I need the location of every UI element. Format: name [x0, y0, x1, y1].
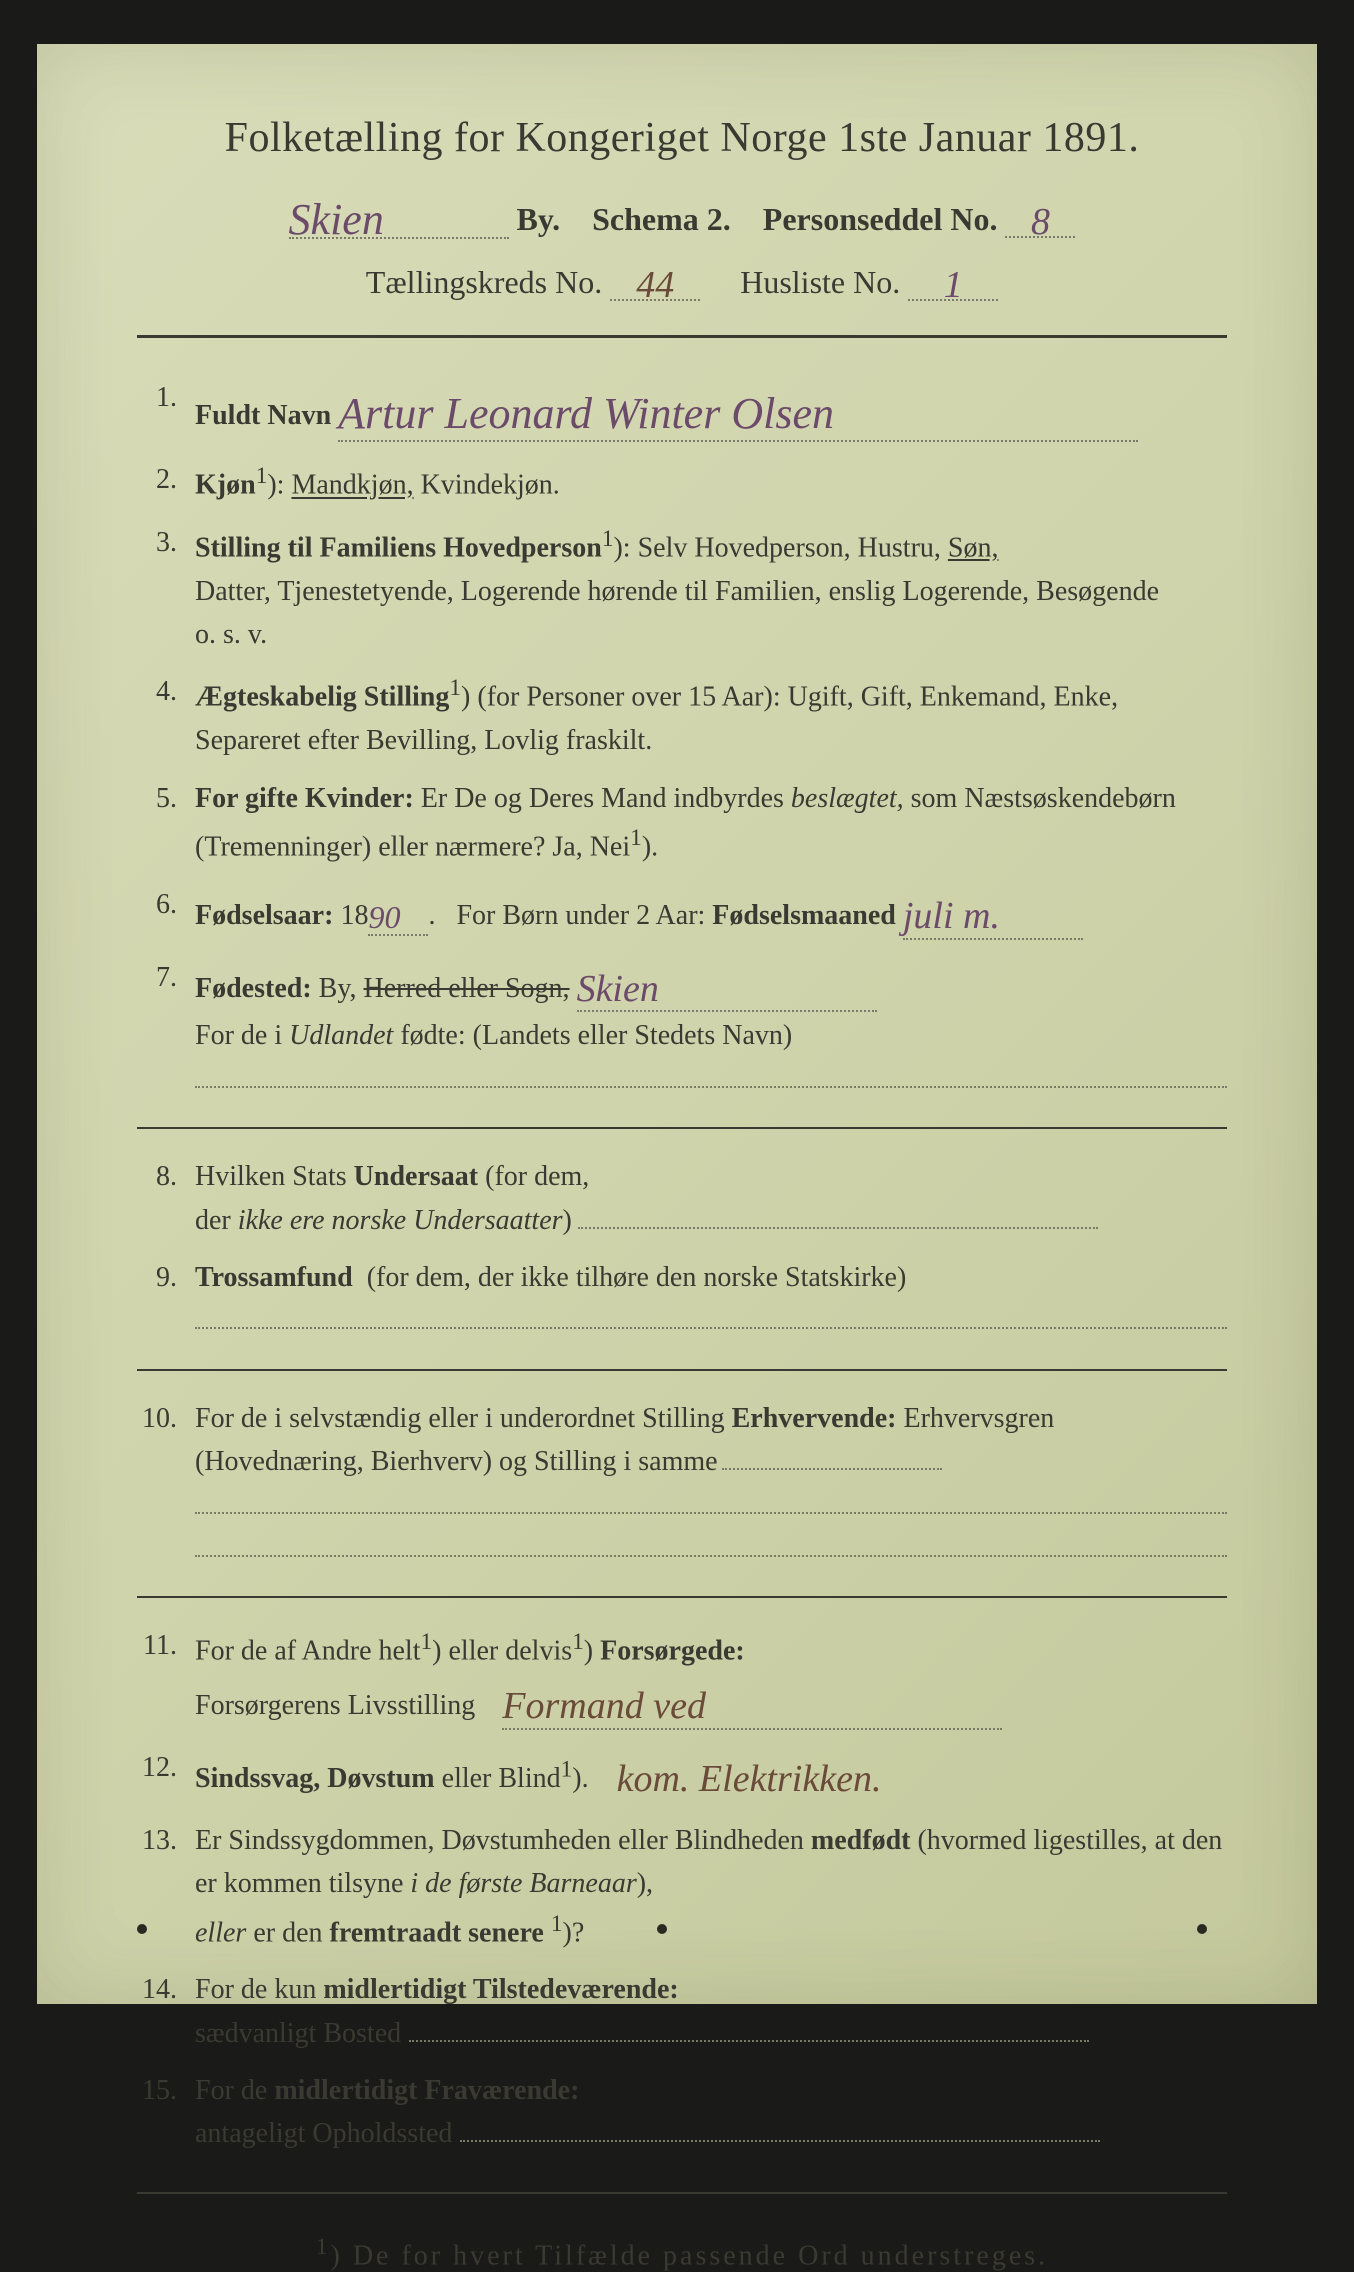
husliste-label: Husliste No. — [740, 264, 900, 300]
q3-underlined: Søn, — [948, 532, 999, 563]
q2-label: Kjøn — [195, 470, 256, 501]
q12-label: Sindssvag, Døvstum — [195, 1763, 435, 1794]
question-15: 15. For de midlertidigt Fraværende: anta… — [137, 2069, 1227, 2156]
husliste-no: 1 — [944, 264, 963, 306]
q5-label: For gifte Kvinder: — [195, 783, 414, 814]
form-title: Folketælling for Kongeriget Norge 1ste J… — [137, 114, 1227, 162]
q3-label: Stilling til Familiens Hovedperson — [195, 532, 602, 563]
footnote: 1) De for hvert Tilfælde passende Ord un… — [137, 2234, 1227, 2272]
q2-rest: Kvindekjøn. — [421, 470, 560, 501]
q6-label: Fødselsaar: — [195, 900, 333, 931]
question-3: 3. Stilling til Familiens Hovedperson1):… — [137, 521, 1227, 657]
q6-year: 90 — [368, 899, 400, 935]
dotted-line — [195, 1307, 1227, 1329]
q7-label: Fødested: — [195, 973, 312, 1004]
question-11: 11. For de af Andre helt1) eller delvis1… — [137, 1624, 1227, 1732]
question-10: 10. For de i selvstændig eller i underor… — [137, 1397, 1227, 1571]
question-4: 4. Ægteskabelig Stilling1) (for Personer… — [137, 670, 1227, 762]
q9-label: Trossamfund — [195, 1262, 353, 1293]
hole-punch — [1197, 1924, 1207, 1934]
q4-label: Ægteskabelig Stilling — [195, 682, 449, 713]
hole-punch — [137, 1924, 147, 1934]
kreds-no: 44 — [636, 264, 674, 306]
personseddel-no: 8 — [1031, 201, 1050, 243]
dotted-line — [195, 1066, 1227, 1088]
census-form-page: Folketælling for Kongeriget Norge 1ste J… — [37, 44, 1317, 2004]
by-label: By. — [517, 201, 561, 237]
question-2: 2. Kjøn1): Mandkjøn, Kvindekjøn. — [137, 458, 1227, 507]
dotted-line — [195, 1535, 1227, 1557]
question-13: 13. Er Sindssygdommen, Døvstumheden elle… — [137, 1819, 1227, 1955]
q11-value: Formand ved — [502, 1685, 706, 1727]
personseddel-label: Personseddel No. — [763, 201, 998, 237]
q7-struck: Herred eller Sogn, — [364, 973, 570, 1004]
kreds-label: Tællingskreds No. — [366, 264, 602, 300]
question-14: 14. For de kun midlertidigt Tilstedevære… — [137, 1968, 1227, 2055]
q12-value: kom. Elektrikken. — [617, 1758, 882, 1800]
question-6: 6. Fødselsaar: 1890. For Børn under 2 Aa… — [137, 883, 1227, 942]
question-5: 5. For gifte Kvinder: Er De og Deres Man… — [137, 777, 1227, 869]
header-row-1: Skien By. Schema 2. Personseddel No. 8 — [137, 190, 1227, 241]
question-7: 7. Fødested: By, Herred eller Sogn, Skie… — [137, 956, 1227, 1102]
schema-label: Schema 2. — [592, 201, 731, 237]
q1-label: Fuldt Navn — [195, 400, 331, 431]
city-handwritten: Skien — [289, 195, 384, 244]
question-12: 12. Sindssvag, Døvstum eller Blind1). ko… — [137, 1746, 1227, 1805]
divider-bottom — [137, 2192, 1227, 2194]
divider-mid-3 — [137, 1596, 1227, 1598]
q7-place: Skien — [577, 968, 659, 1010]
header-row-2: Tællingskreds No. 44 Husliste No. 1 — [137, 259, 1227, 303]
hole-punch — [657, 1924, 667, 1934]
question-8: 8. Hvilken Stats Undersaat (for dem, der… — [137, 1155, 1227, 1242]
question-9: 9. Trossamfund (for dem, der ikke tilhør… — [137, 1256, 1227, 1343]
question-1: 1. Fuldt Navn Artur Leonard Winter Olsen — [137, 376, 1227, 444]
q2-underlined: Mandkjøn, — [291, 470, 413, 501]
q6-month: juli m. — [903, 895, 1000, 937]
divider-top — [137, 335, 1227, 338]
dotted-line — [195, 1492, 1227, 1514]
divider-mid-1 — [137, 1127, 1227, 1129]
divider-mid-2 — [137, 1369, 1227, 1371]
q1-value: Artur Leonard Winter Olsen — [338, 389, 834, 438]
